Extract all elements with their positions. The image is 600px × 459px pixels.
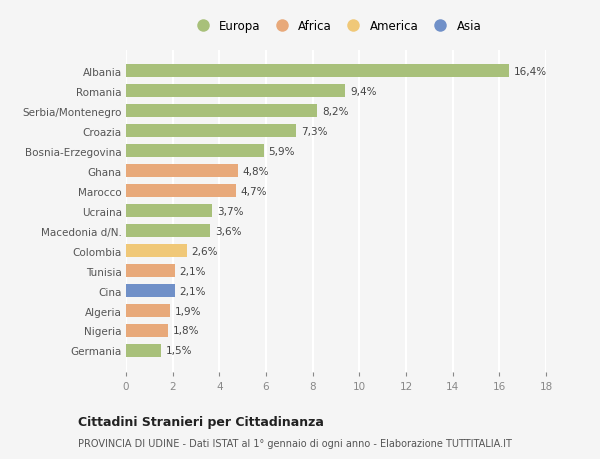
Bar [126,264,175,277]
Text: 3,7%: 3,7% [217,206,244,216]
Text: Cittadini Stranieri per Cittadinanza: Cittadini Stranieri per Cittadinanza [78,415,324,428]
Text: 4,8%: 4,8% [242,166,269,176]
Text: 1,9%: 1,9% [175,306,202,316]
Bar [126,125,296,138]
Bar [126,85,346,98]
Text: 1,5%: 1,5% [166,346,192,356]
Text: 2,6%: 2,6% [191,246,218,256]
Bar [126,245,187,257]
Bar [126,105,317,118]
Bar [126,165,238,178]
Bar [126,304,170,317]
Text: 5,9%: 5,9% [268,146,295,157]
Text: 3,6%: 3,6% [215,226,241,236]
Text: 7,3%: 7,3% [301,126,328,136]
Text: 1,8%: 1,8% [173,326,199,336]
Bar [126,65,509,78]
Bar [126,325,168,337]
Legend: Europa, Africa, America, Asia: Europa, Africa, America, Asia [188,18,484,35]
Text: 9,4%: 9,4% [350,87,377,96]
Text: PROVINCIA DI UDINE - Dati ISTAT al 1° gennaio di ogni anno - Elaborazione TUTTIT: PROVINCIA DI UDINE - Dati ISTAT al 1° ge… [78,438,512,448]
Text: 8,2%: 8,2% [322,106,349,117]
Text: 2,1%: 2,1% [179,286,206,296]
Bar [126,145,263,158]
Text: 16,4%: 16,4% [514,67,547,77]
Bar [126,205,212,218]
Bar [126,185,236,198]
Bar [126,344,161,357]
Text: 2,1%: 2,1% [179,266,206,276]
Text: 4,7%: 4,7% [241,186,267,196]
Bar [126,285,175,297]
Bar [126,224,210,238]
